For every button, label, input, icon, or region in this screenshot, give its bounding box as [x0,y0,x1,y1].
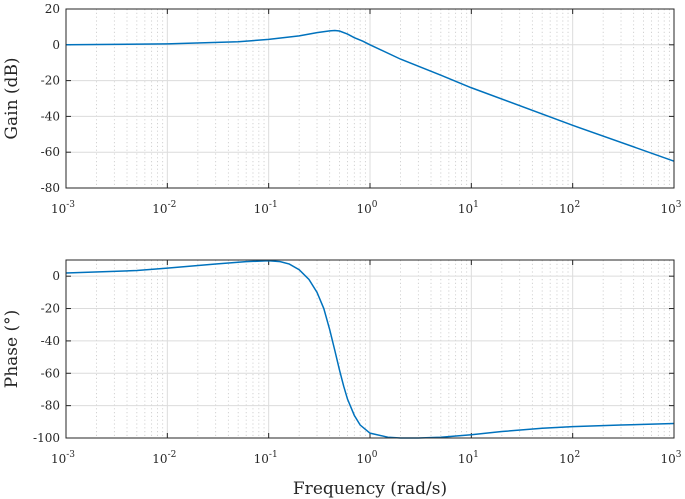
x-tick-label: 100 [356,200,377,216]
gain-plot: 10-3 10-2 10-1 100 101 102 103 20 0 -20 -40 -60 -80 G… [2,2,682,216]
x-tick-label: 101 [458,450,479,466]
x-tick-label: 102 [559,450,580,466]
y-tick-label: 20 [45,2,60,16]
y-tick-label: -60 [41,366,60,380]
x-tick-label: 10-3 [51,200,75,216]
y-tick-label: -20 [41,302,60,316]
x-tick-label: 10-1 [254,450,278,466]
y-tick-label: -60 [41,145,60,159]
x-tick-label: 101 [458,200,479,216]
y-tick-label: 0 [52,269,60,283]
x-tick-label: 102 [559,200,580,216]
x-tick-label: 103 [660,200,681,216]
y-tick-label: -80 [41,399,60,413]
axes-frame [65,8,675,189]
x-tick-label: 103 [660,450,681,466]
x-axis-label: Frequency (rad/s) [293,479,447,499]
y-axis-label: Phase (°) [2,310,22,388]
x-tick-label: 10-2 [152,200,176,216]
y-tick-label: -100 [33,431,60,445]
x-tick-label: 10-1 [254,200,278,216]
x-tick-label: 10-3 [51,450,75,466]
axes-frame [65,259,675,439]
y-axis-label: Gain (dB) [2,57,22,139]
y-tick-label: -20 [41,74,60,88]
series-line [65,260,675,439]
x-tick-label: 100 [356,450,377,466]
phase-plot: 10-3 10-2 10-1 100 101 102 103 0 -20 -40 -60 -80 -10… [2,259,682,499]
y-tick-label: -40 [41,334,60,348]
y-tick-label: 0 [52,38,60,52]
y-tick-label: -40 [41,109,60,123]
series-line [65,29,675,162]
y-tick-label: -80 [41,181,60,195]
x-tick-label: 10-2 [152,450,176,466]
